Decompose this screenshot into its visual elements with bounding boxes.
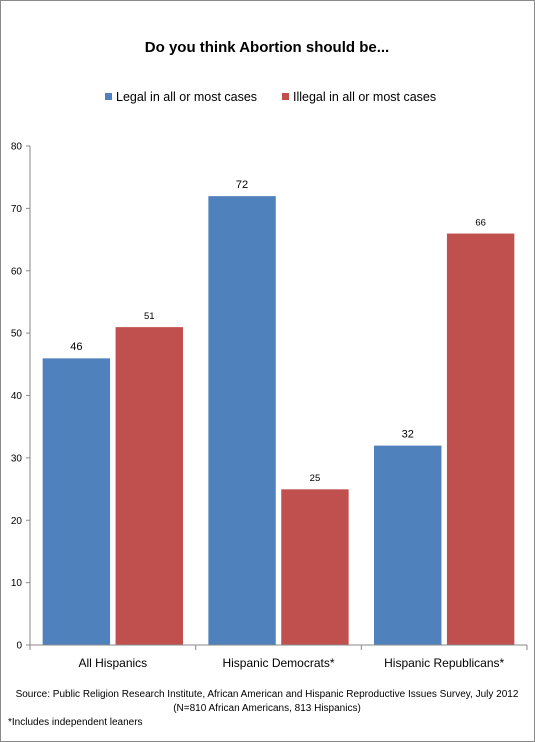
y-tick-label: 10: [11, 578, 23, 589]
data-label-illegal: 51: [144, 311, 155, 322]
bar-illegal: [280, 488, 350, 646]
legend-label-illegal: Illegal in all or most cases: [293, 90, 436, 104]
y-tick-label: 30: [11, 453, 23, 464]
y-tick-label: 20: [11, 516, 23, 527]
legend-swatch-legal: [105, 93, 112, 100]
y-tick-label: 70: [11, 204, 23, 215]
y-tick-label: 0: [16, 641, 22, 652]
y-tick-label: 40: [11, 391, 23, 402]
category-label: Hispanic Republicans*: [384, 656, 504, 670]
bar-legal: [373, 445, 442, 646]
legend: Legal in all or most cases Illegal in al…: [105, 90, 436, 104]
bar-illegal: [446, 233, 515, 646]
category-label: All Hispanics: [78, 656, 147, 670]
bar-legal: [42, 357, 111, 646]
data-label-illegal: 25: [310, 473, 321, 484]
legend-label-legal: Legal in all or most cases: [116, 90, 257, 104]
source-note-sample: (N=810 African Americans, 813 Hispanics): [173, 703, 361, 714]
data-label-legal: 32: [402, 428, 414, 440]
bar-illegal: [115, 326, 184, 646]
y-tick-label: 60: [11, 266, 23, 277]
y-axis: 0 10 20 30 40 50 60 70 80: [11, 142, 31, 652]
category-label: Hispanic Democrats*: [222, 656, 334, 670]
data-label-legal: 72: [236, 179, 248, 191]
data-label-legal: 46: [70, 341, 82, 353]
bar-legal: [207, 195, 277, 646]
footnote: *Includes independent leaners: [8, 717, 143, 728]
y-tick-label: 50: [11, 329, 23, 340]
source-note: Source: Public Religion Research Institu…: [16, 689, 519, 700]
legend-swatch-illegal: [282, 93, 289, 100]
x-axis: All Hispanics Hispanic Democrats* Hispanic…: [29, 644, 528, 670]
chart-title: Do you think Abortion should be...: [145, 39, 389, 56]
data-label-illegal: 66: [475, 217, 486, 228]
y-tick-label: 80: [11, 142, 23, 153]
bars-group: 46 72 32 51 25 66: [42, 179, 515, 646]
